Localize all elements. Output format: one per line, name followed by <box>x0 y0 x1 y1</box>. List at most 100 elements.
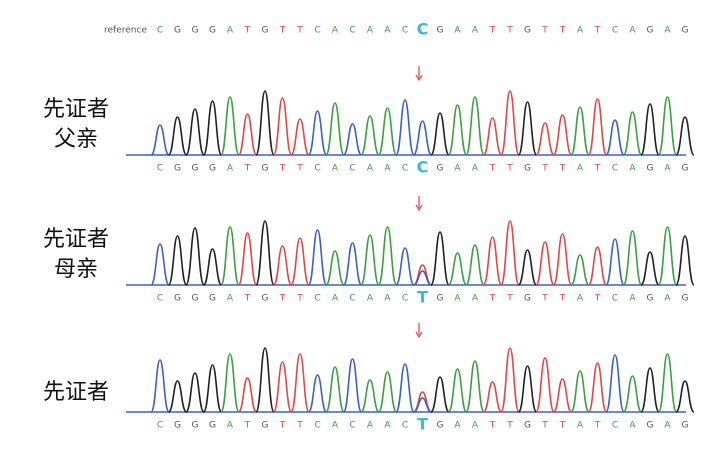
base-letter: T <box>541 26 548 36</box>
base-letter: C <box>157 26 163 36</box>
peak <box>220 353 240 413</box>
peak <box>552 114 573 156</box>
base-letter: A <box>367 164 374 174</box>
peak <box>552 378 573 413</box>
base-letter: G <box>647 26 654 36</box>
base-letter: A <box>472 421 479 431</box>
base-letter: T <box>296 294 303 304</box>
peak <box>535 241 555 286</box>
peak <box>325 250 345 286</box>
base-letter: T <box>244 294 251 304</box>
peak <box>342 358 363 413</box>
base-letter: A <box>332 421 339 431</box>
base-letter: T <box>541 164 548 174</box>
base-letter: A <box>577 26 584 36</box>
peak <box>185 372 205 413</box>
base-letter: T <box>279 294 286 304</box>
base-letter: A <box>664 294 671 304</box>
peak <box>150 359 170 413</box>
peak <box>482 236 503 286</box>
base-letter: C <box>157 164 163 174</box>
base-letter: A <box>332 294 339 304</box>
peak <box>535 122 555 156</box>
peak <box>272 245 293 286</box>
peak <box>675 380 695 413</box>
peak <box>657 96 678 156</box>
peak <box>395 247 415 286</box>
peak <box>150 243 170 286</box>
peak <box>290 118 310 156</box>
base-letter: C <box>612 26 618 36</box>
peak <box>587 246 608 286</box>
base-letter: G <box>647 294 654 304</box>
peak <box>342 242 363 286</box>
peak <box>377 226 398 286</box>
peak <box>307 110 328 156</box>
peak <box>395 363 415 413</box>
peak <box>202 248 223 286</box>
base-letter: C <box>157 294 163 304</box>
base-letter: T <box>541 421 548 431</box>
base-letter: T <box>296 421 303 431</box>
peak <box>412 120 433 156</box>
base-letter: A <box>454 294 461 304</box>
base-letter: G <box>437 164 444 174</box>
base-letter: T <box>489 294 496 304</box>
peak <box>237 232 258 286</box>
base-letter: C <box>157 421 163 431</box>
base-letter: A <box>332 164 339 174</box>
base-letter: C <box>612 294 618 304</box>
base-letter: T <box>594 26 601 36</box>
base-letter: C <box>612 164 618 174</box>
peak <box>237 113 258 156</box>
peak <box>185 108 205 156</box>
base-letter: T <box>559 26 566 36</box>
peak <box>622 111 643 156</box>
base-letter: T <box>541 294 548 304</box>
base-letter: T <box>506 421 513 431</box>
peak <box>570 106 590 156</box>
peak <box>220 226 240 286</box>
peak <box>325 102 345 156</box>
peak <box>185 227 205 286</box>
base-letter: C <box>349 421 355 431</box>
base-letter: A <box>472 164 479 174</box>
trace <box>126 90 695 156</box>
base-letter: C <box>314 294 320 304</box>
base-letter: A <box>384 164 391 174</box>
peak <box>482 381 503 413</box>
peak <box>220 96 240 156</box>
peak <box>535 357 555 413</box>
peak <box>622 375 643 413</box>
base-letter: A <box>227 294 234 304</box>
base-letter: G <box>524 294 531 304</box>
base-letter: C <box>402 421 408 431</box>
base-letter: T <box>417 415 428 434</box>
base-letter: T <box>489 421 496 431</box>
peak <box>272 97 293 156</box>
base-letter: G <box>209 26 216 36</box>
base-letter: A <box>577 294 584 304</box>
base-letter: T <box>489 26 496 36</box>
peak <box>377 107 398 156</box>
base-letter: T <box>594 294 601 304</box>
reference-label: reference <box>104 26 147 36</box>
peak <box>640 367 660 413</box>
peak <box>447 252 468 286</box>
sample-label: 父亲 <box>54 127 98 152</box>
peak <box>307 229 328 286</box>
peak <box>202 364 223 413</box>
base-letter: G <box>262 26 269 36</box>
base-letter: T <box>279 421 286 431</box>
peak <box>167 235 188 286</box>
peak <box>395 99 415 156</box>
sample-label: 先证者 <box>43 97 109 122</box>
base-letter: C <box>349 294 355 304</box>
base-letter: T <box>559 421 566 431</box>
base-letter: A <box>227 421 234 431</box>
peak <box>465 244 485 286</box>
base-letter: G <box>192 164 199 174</box>
base-letter: G <box>209 294 216 304</box>
peak <box>465 96 485 156</box>
base-letter: T <box>244 26 251 36</box>
